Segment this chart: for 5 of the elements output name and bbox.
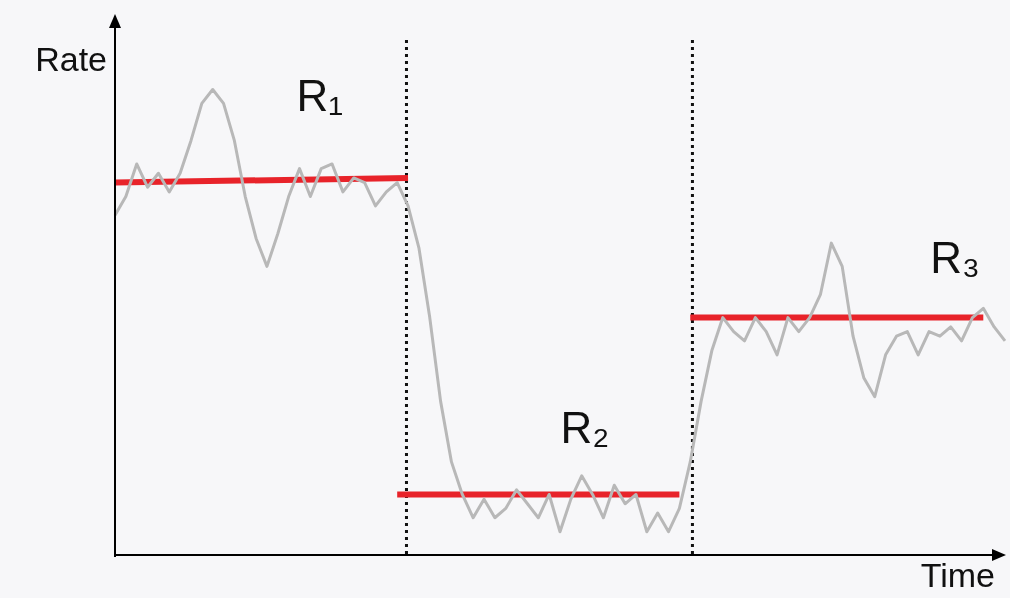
annotation: R₂ (560, 402, 610, 452)
x-axis-title: Time (920, 556, 995, 595)
annotation: R₃ (930, 232, 981, 282)
annotation: R₁ (296, 70, 344, 120)
y-axis-title: Rate (35, 40, 107, 79)
